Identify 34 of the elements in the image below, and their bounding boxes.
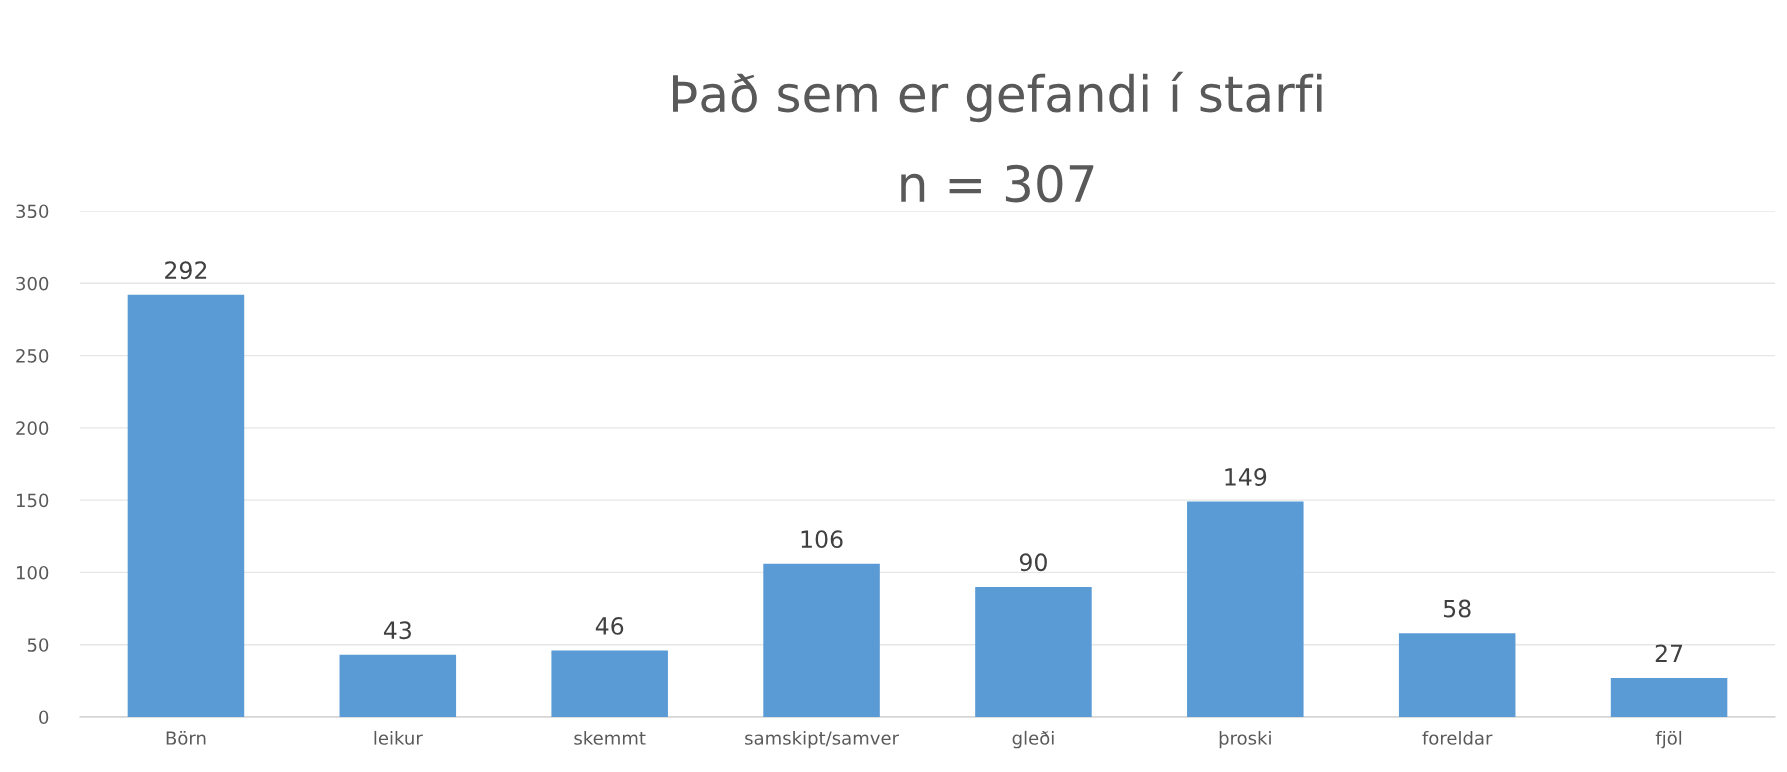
x-tick-label: gleði	[1012, 730, 1054, 749]
x-tick-label: leikur	[374, 730, 423, 745]
x-tick-label: fjöl	[1655, 730, 1682, 749]
bar	[1187, 501, 1304, 717]
bar	[1610, 677, 1728, 717]
data-label: 149	[1225, 468, 1267, 486]
y-tick-label: 50	[27, 638, 49, 652]
chart-title: Það sem er gefandi í starfi	[673, 71, 1322, 123]
y-tick-label: 350	[16, 204, 49, 219]
y-tick-label: 250	[16, 349, 49, 363]
y-tick-label: 0	[39, 710, 49, 725]
data-label: 58	[1443, 599, 1471, 618]
x-tick-label: samskipt/samver	[745, 730, 899, 749]
data-label: 46	[595, 616, 624, 635]
data-label: 90	[1019, 553, 1047, 572]
bar	[975, 586, 1092, 717]
y-tick-label: 300	[16, 276, 49, 291]
y-tick-label: 100	[16, 565, 49, 580]
data-label: 43	[383, 621, 411, 640]
data-label: 292	[165, 261, 207, 280]
bar	[763, 563, 880, 717]
data-label: 27	[1655, 644, 1683, 662]
x-tick-label: Börn	[166, 730, 206, 745]
bar	[1398, 633, 1516, 717]
bar	[551, 650, 668, 717]
chart-subtitle: n = 307	[901, 164, 1094, 203]
x-tick-label: skemmt	[574, 730, 646, 745]
data-label: 106	[801, 530, 843, 549]
y-tick-label: 150	[16, 493, 49, 508]
x-tick-label: foreldar	[1422, 730, 1493, 745]
y-tick-label: 200	[16, 421, 49, 435]
bar	[127, 294, 245, 717]
x-tick-label: þroski	[1219, 730, 1271, 749]
bar	[339, 654, 457, 717]
